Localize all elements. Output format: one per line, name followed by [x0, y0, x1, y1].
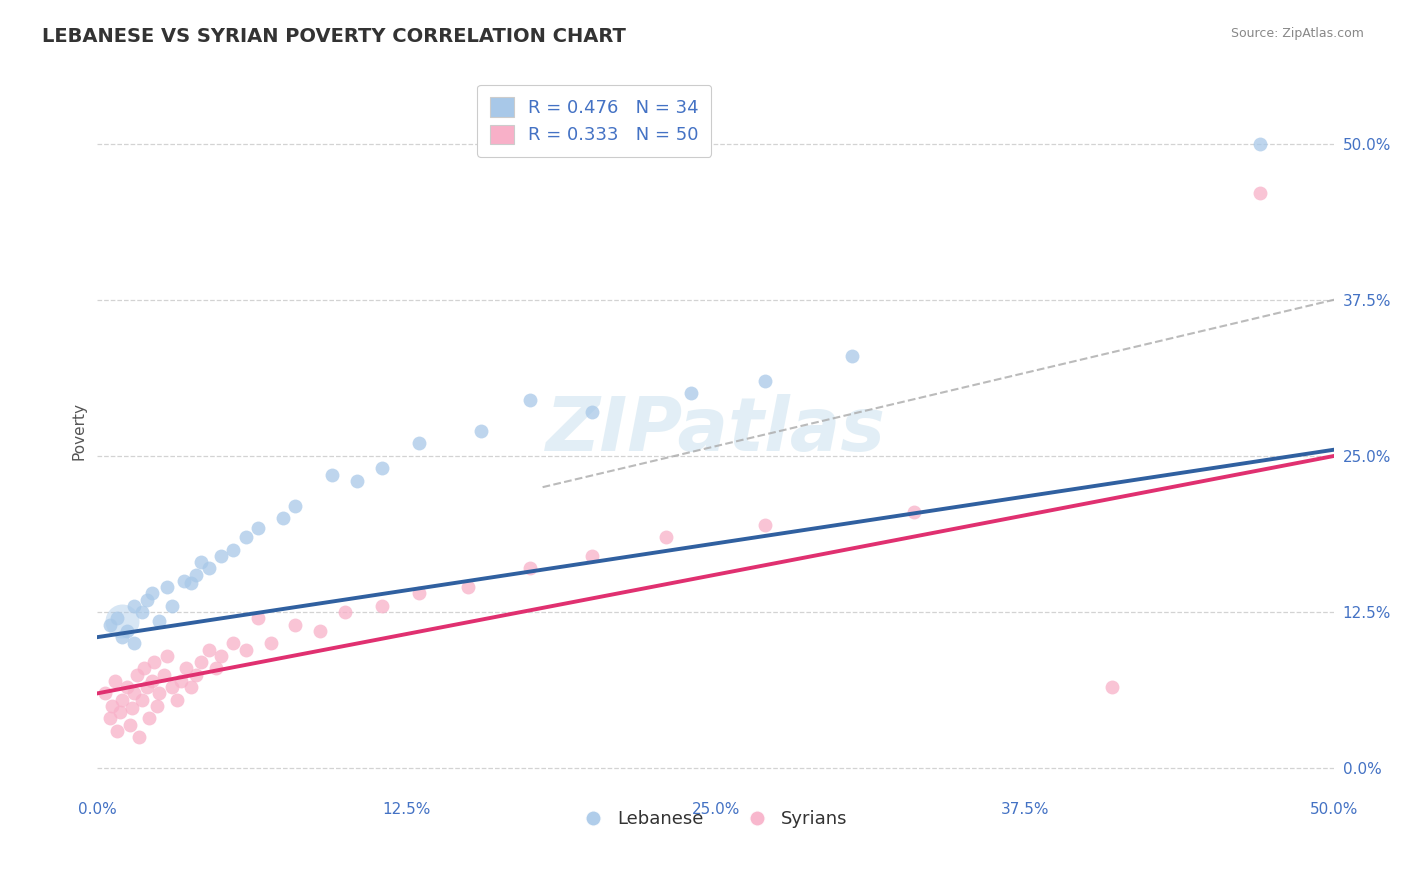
Point — [104, 673, 127, 688]
Point — [145, 698, 167, 713]
Point — [371, 461, 394, 475]
Point — [141, 673, 163, 688]
Point — [457, 580, 479, 594]
Point — [94, 686, 117, 700]
Text: LEBANESE VS SYRIAN POVERTY CORRELATION CHART: LEBANESE VS SYRIAN POVERTY CORRELATION C… — [42, 27, 626, 45]
Point — [209, 549, 232, 563]
Point — [754, 517, 776, 532]
Point — [180, 680, 202, 694]
Point — [408, 436, 430, 450]
Point — [247, 521, 270, 535]
Point — [138, 711, 160, 725]
Point — [235, 642, 257, 657]
Point — [1249, 136, 1271, 151]
Point — [186, 567, 208, 582]
Point — [333, 605, 356, 619]
Point — [131, 692, 153, 706]
Point — [655, 530, 678, 544]
Point — [131, 605, 153, 619]
Point — [135, 592, 157, 607]
Point — [143, 655, 166, 669]
Text: Source: ZipAtlas.com: Source: ZipAtlas.com — [1230, 27, 1364, 40]
Point — [205, 661, 228, 675]
Point — [321, 467, 343, 482]
Point — [190, 555, 212, 569]
Point — [247, 611, 270, 625]
Point — [111, 692, 134, 706]
Point — [259, 636, 281, 650]
Point — [108, 705, 131, 719]
Y-axis label: Poverty: Poverty — [72, 402, 86, 460]
Point — [1101, 680, 1123, 694]
Point — [519, 561, 541, 575]
Point — [197, 561, 219, 575]
Point — [156, 580, 179, 594]
Point — [124, 686, 146, 700]
Point — [841, 349, 863, 363]
Point — [124, 636, 146, 650]
Point — [160, 680, 183, 694]
Point — [98, 711, 121, 725]
Point — [284, 617, 307, 632]
Point — [581, 405, 603, 419]
Point — [98, 617, 121, 632]
Point — [346, 474, 368, 488]
Point — [128, 730, 150, 744]
Point — [121, 701, 143, 715]
Point — [209, 648, 232, 663]
Point — [111, 630, 134, 644]
Point — [166, 692, 188, 706]
Point — [309, 624, 332, 638]
Point — [160, 599, 183, 613]
Point — [105, 611, 128, 625]
Point — [519, 392, 541, 407]
Point — [170, 673, 193, 688]
Text: ZIPatlas: ZIPatlas — [546, 394, 886, 467]
Point — [176, 661, 198, 675]
Point — [153, 667, 176, 681]
Point — [1249, 186, 1271, 201]
Point — [124, 599, 146, 613]
Point — [118, 717, 141, 731]
Point — [105, 723, 128, 738]
Point — [148, 614, 170, 628]
Point — [284, 499, 307, 513]
Point — [371, 599, 394, 613]
Point — [903, 505, 925, 519]
Point — [180, 576, 202, 591]
Point — [271, 511, 294, 525]
Point — [101, 698, 124, 713]
Point — [197, 642, 219, 657]
Point — [190, 655, 212, 669]
Point — [135, 680, 157, 694]
Point — [235, 530, 257, 544]
Point — [141, 586, 163, 600]
Point — [470, 424, 492, 438]
Point — [148, 686, 170, 700]
Point — [754, 374, 776, 388]
Point — [222, 636, 245, 650]
Point — [408, 586, 430, 600]
Point — [111, 614, 134, 628]
Point — [186, 667, 208, 681]
Point — [222, 542, 245, 557]
Point — [581, 549, 603, 563]
Legend: Lebanese, Syrians: Lebanese, Syrians — [576, 803, 855, 835]
Point — [115, 624, 138, 638]
Point — [679, 386, 702, 401]
Point — [125, 667, 148, 681]
Point — [134, 661, 156, 675]
Point — [115, 680, 138, 694]
Point — [173, 574, 195, 588]
Point — [156, 648, 179, 663]
